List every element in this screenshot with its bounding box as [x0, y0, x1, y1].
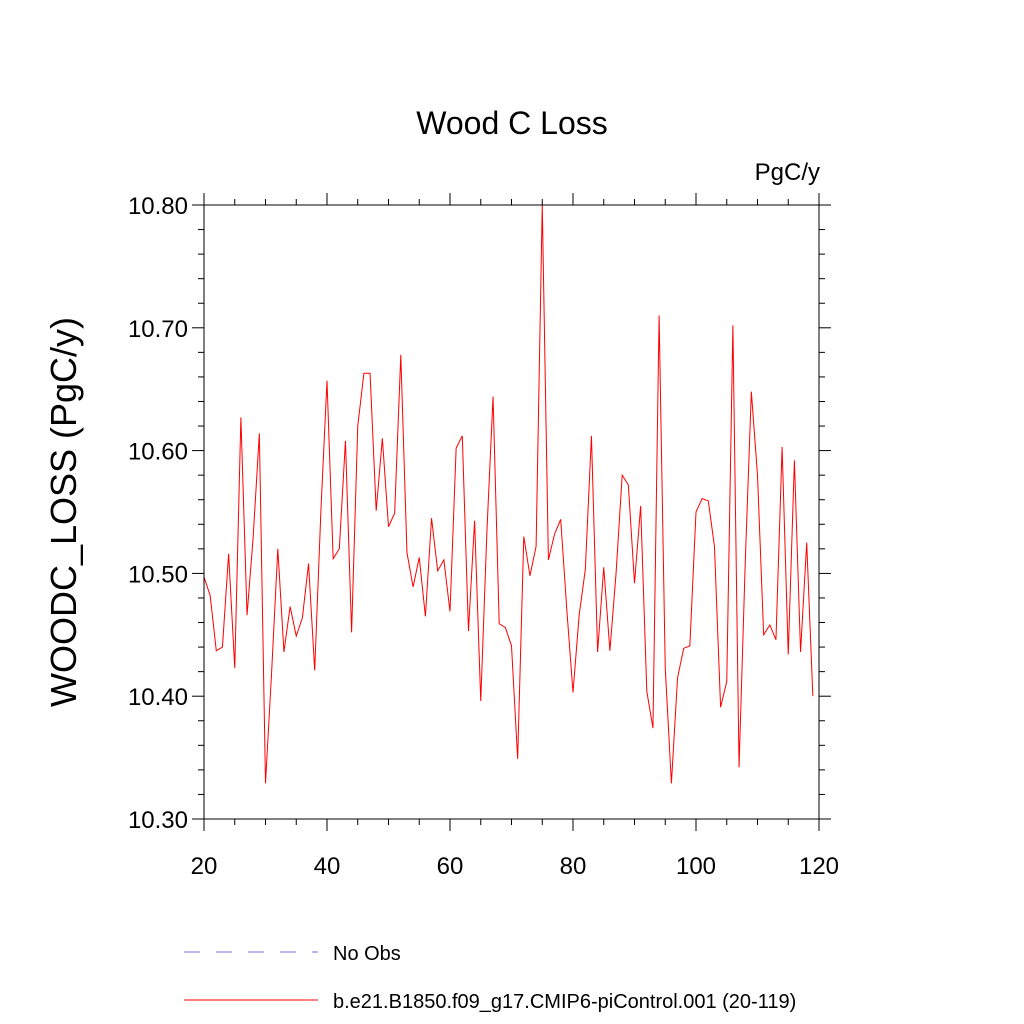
- x-tick-label: 60: [437, 853, 464, 880]
- y-tick-label: 10.60: [128, 439, 188, 466]
- legend-label: No Obs: [333, 943, 401, 965]
- x-tick-label: 40: [314, 853, 341, 880]
- chart-title: Wood C Loss: [416, 105, 608, 141]
- series-line: [203, 204, 814, 784]
- y-axis-label: WOODC_LOSS (PgC/y): [43, 317, 84, 707]
- x-tick-label: 100: [676, 853, 716, 880]
- y-tick-label: 10.40: [128, 684, 188, 711]
- legend: No Obs b.e21.B1850.f09_g17.CMIP6-piContro…: [184, 943, 796, 1013]
- y-tick-label: 10.80: [128, 193, 188, 220]
- legend-label: b.e21.B1850.f09_g17.CMIP6-piControl.001 …: [333, 991, 796, 1013]
- y-tick-label: 10.70: [128, 316, 188, 343]
- x-tick-label: 20: [191, 853, 218, 880]
- x-tick-label: 80: [560, 853, 587, 880]
- x-tick-label: 120: [799, 853, 839, 880]
- series-group: [203, 204, 814, 784]
- plot-frame: [203, 204, 820, 820]
- x-axis: 20 40 60 80 100 120: [191, 193, 839, 880]
- units-label: PgC/y: [755, 159, 820, 186]
- y-axis: 10.30 10.40 10.50 10.60 10.70 10.80: [128, 193, 831, 834]
- y-tick-label: 10.30: [128, 807, 188, 834]
- y-tick-label: 10.50: [128, 561, 188, 588]
